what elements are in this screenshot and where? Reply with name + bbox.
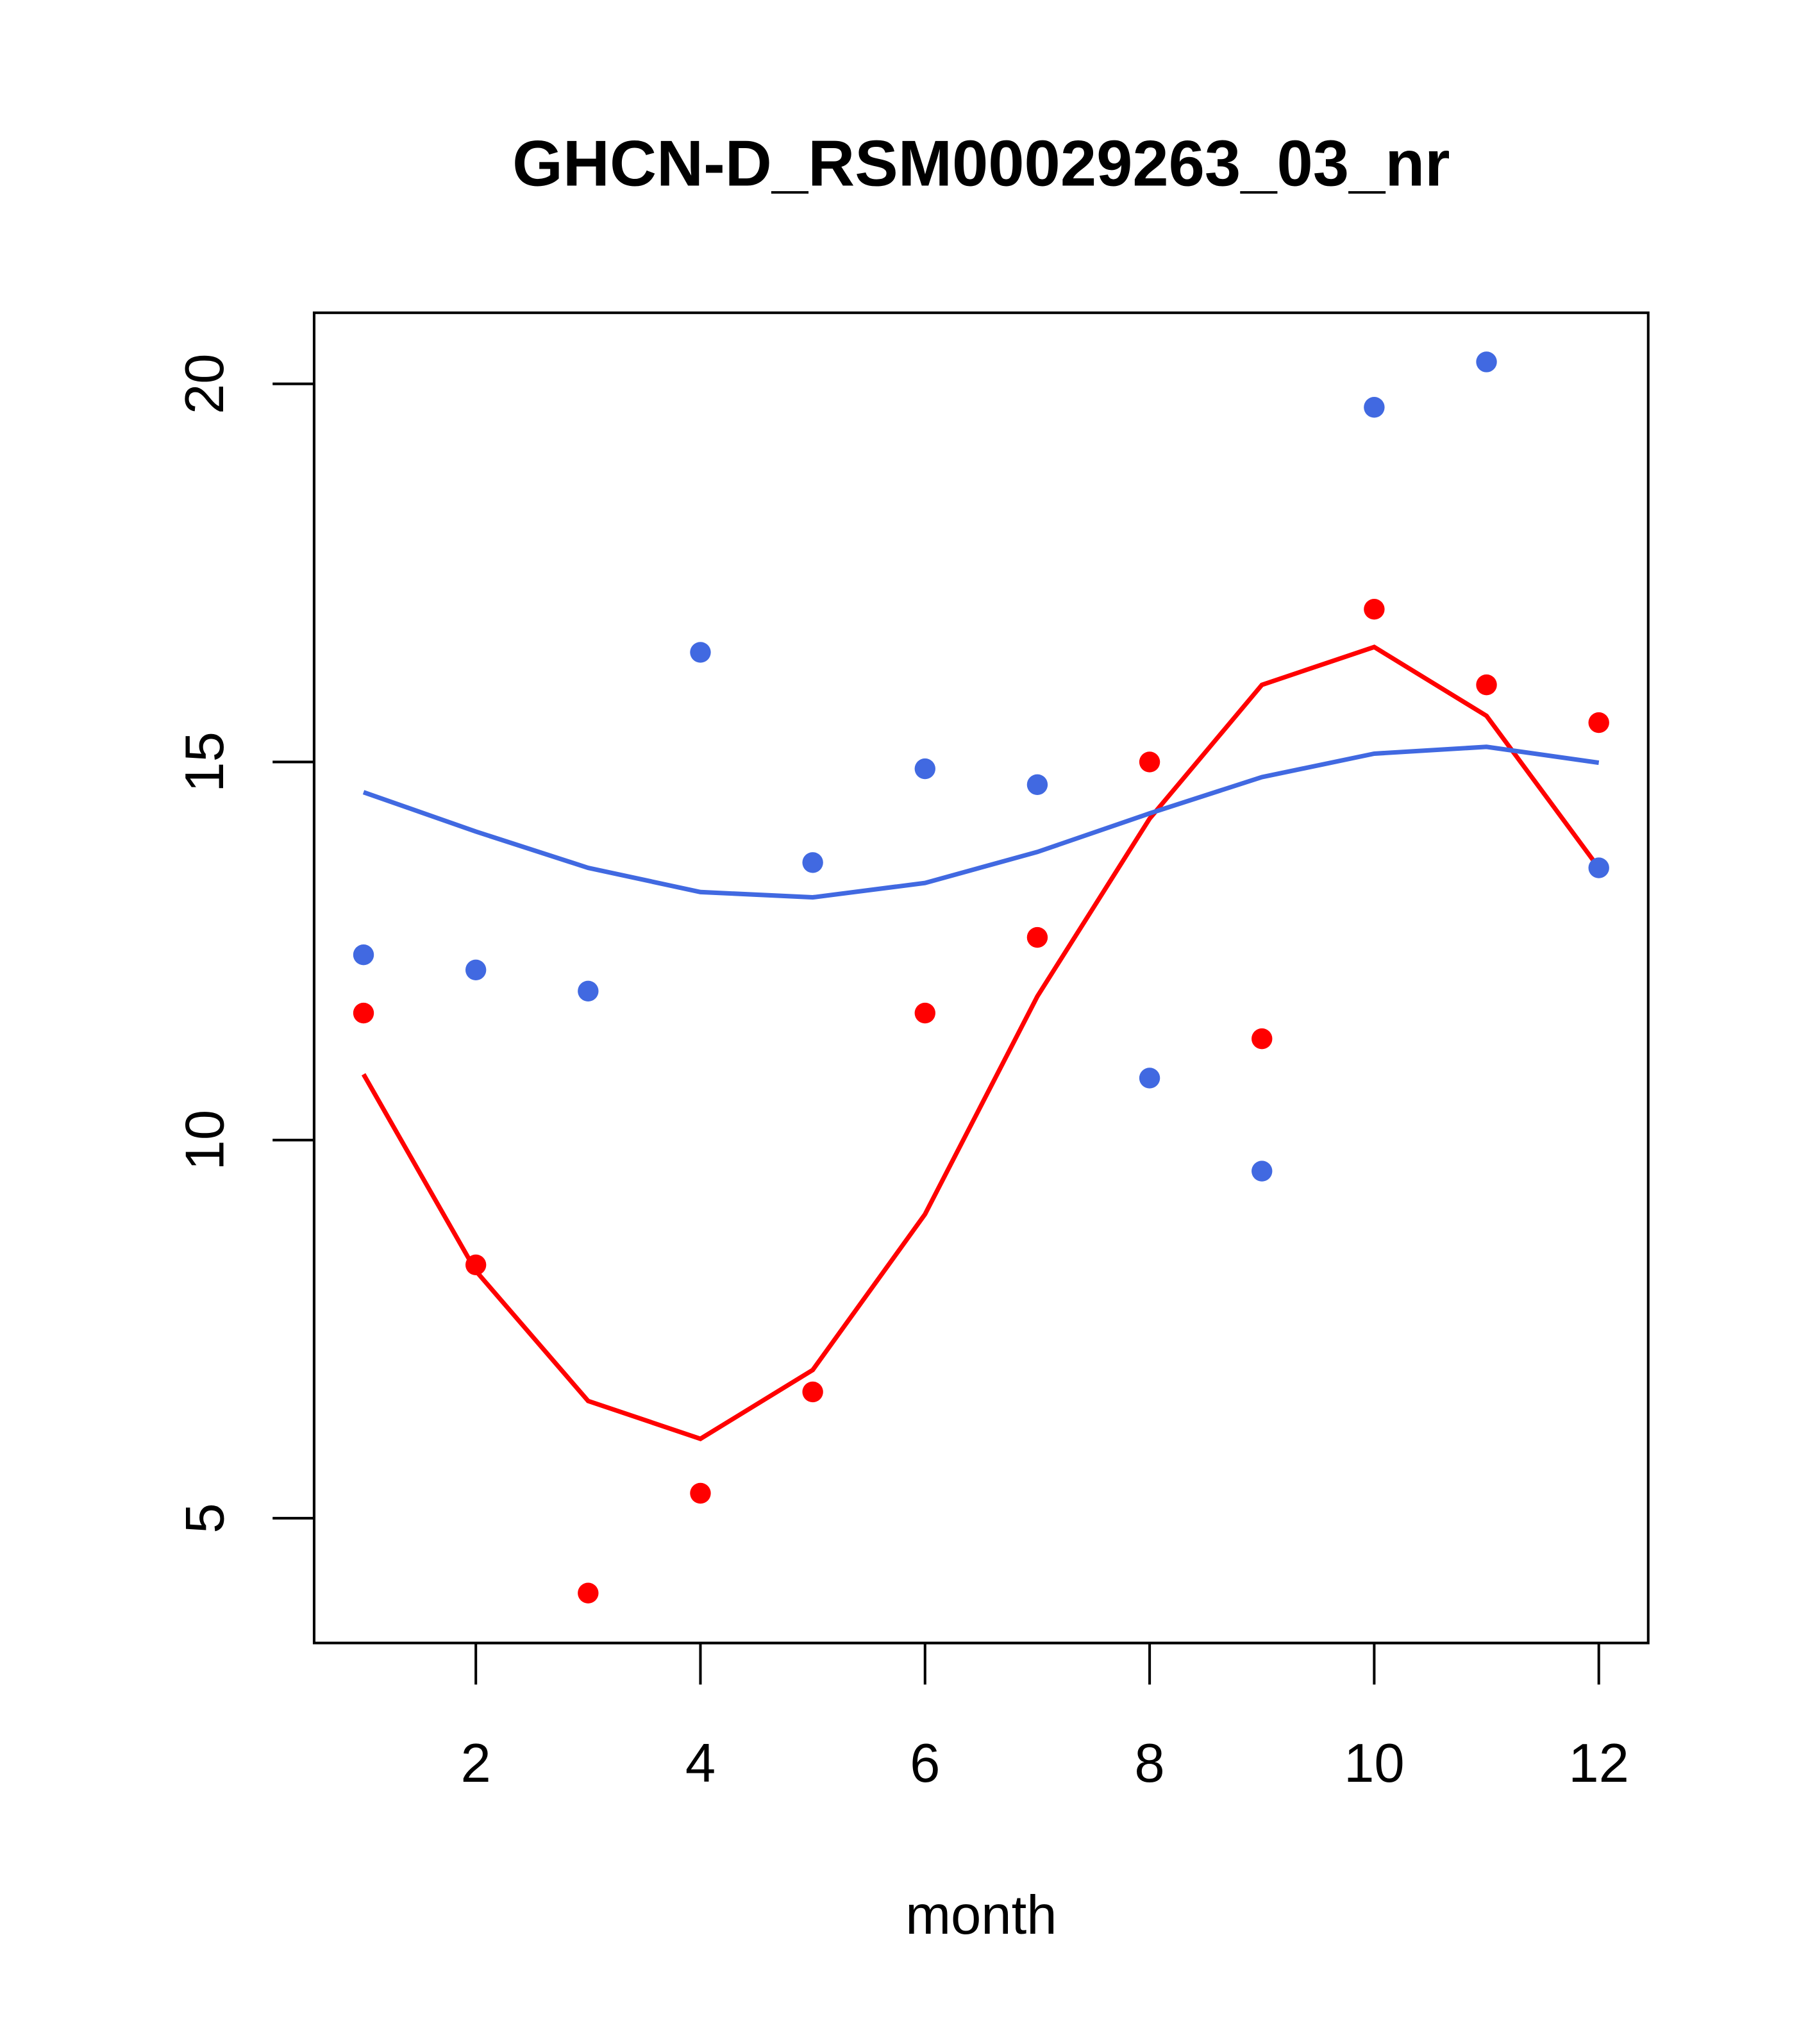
red-point — [1139, 751, 1160, 773]
blue-point — [1476, 351, 1497, 373]
y-tick-label: 15 — [174, 732, 235, 792]
red-point — [914, 1002, 935, 1024]
blue-point — [1026, 774, 1048, 796]
y-tick-label: 20 — [174, 353, 235, 414]
x-tick-label: 2 — [461, 1733, 491, 1794]
blue-point — [1252, 1160, 1273, 1182]
red-point — [1588, 712, 1609, 733]
x-axis: 2 4 6 8 10 12 — [461, 1641, 1629, 1794]
red-point — [353, 1002, 374, 1024]
blue-point — [353, 944, 374, 966]
y-tick-label: 5 — [174, 1503, 235, 1533]
y-tick-label: 10 — [174, 1110, 235, 1171]
blue-point — [1364, 397, 1385, 418]
series-layer — [353, 351, 1609, 1604]
chart-title: GHCN-D_RSM00029263_03_nr — [512, 127, 1450, 199]
blue-point — [914, 758, 935, 780]
blue-point — [578, 980, 599, 1002]
red-point — [465, 1254, 487, 1275]
blue-point — [465, 959, 487, 980]
red-point — [690, 1482, 711, 1504]
red-point — [1252, 1028, 1273, 1050]
blue-point — [1139, 1068, 1160, 1089]
y-axis: 5 10 15 20 — [174, 353, 315, 1534]
red-point — [1476, 674, 1497, 696]
plot-frame — [312, 311, 1650, 1645]
x-tick-label: 4 — [685, 1733, 716, 1794]
x-axis-label: month — [905, 1885, 1057, 1946]
blue-point — [1588, 857, 1609, 878]
x-tick-label: 8 — [1134, 1733, 1164, 1794]
blue-line — [362, 744, 1600, 900]
blue-point — [802, 852, 823, 873]
x-tick-label: 6 — [910, 1733, 940, 1794]
x-tick-label: 10 — [1344, 1733, 1405, 1794]
red-point — [578, 1582, 599, 1604]
red-line — [361, 644, 1601, 1441]
red-point — [802, 1381, 823, 1403]
red-point — [1026, 926, 1048, 948]
x-tick-label: 12 — [1568, 1733, 1629, 1794]
red-point — [1364, 598, 1385, 620]
blue-point — [690, 642, 711, 663]
